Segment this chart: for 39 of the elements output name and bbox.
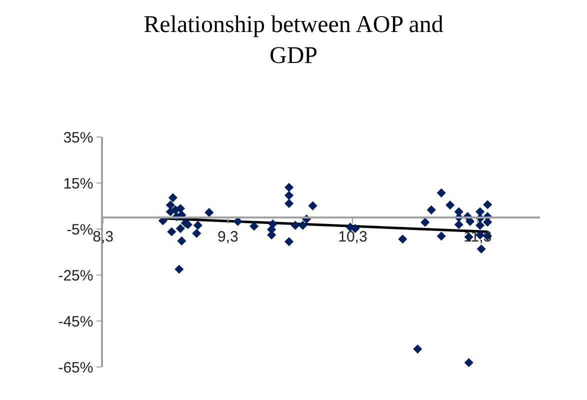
point xyxy=(284,190,294,200)
y-tick-label: -45% xyxy=(58,313,94,330)
point xyxy=(298,220,308,230)
point xyxy=(174,264,184,274)
point xyxy=(193,220,202,230)
point xyxy=(476,244,486,254)
point xyxy=(284,237,294,246)
point xyxy=(284,198,294,208)
x-tick-label: 8,3 xyxy=(92,228,114,246)
point xyxy=(284,182,294,192)
point xyxy=(290,220,300,230)
point xyxy=(308,201,318,210)
point xyxy=(204,208,214,217)
point xyxy=(167,227,176,236)
point xyxy=(250,222,259,231)
point xyxy=(483,200,492,210)
point xyxy=(464,358,474,368)
point xyxy=(436,188,446,198)
point xyxy=(177,236,186,246)
point xyxy=(176,204,185,214)
point xyxy=(176,224,185,234)
point xyxy=(436,232,446,241)
chart-title: Relationship between AOP and GDP xyxy=(144,12,444,70)
x-tick-label: 10,3 xyxy=(338,228,368,246)
y-tick-label: 35% xyxy=(63,129,94,146)
point xyxy=(476,220,485,230)
y-tick-label: 15% xyxy=(63,175,94,192)
x-tick-label: 9,3 xyxy=(217,228,238,246)
point xyxy=(168,193,178,202)
point xyxy=(420,218,430,227)
point xyxy=(426,205,436,214)
y-tick-label: -65% xyxy=(58,359,94,376)
point xyxy=(446,200,455,210)
point xyxy=(192,228,202,238)
point xyxy=(454,220,464,230)
y-tick-label: -5% xyxy=(66,221,94,238)
y-tick-label: -25% xyxy=(58,267,94,284)
point xyxy=(413,344,422,354)
point xyxy=(398,234,408,244)
